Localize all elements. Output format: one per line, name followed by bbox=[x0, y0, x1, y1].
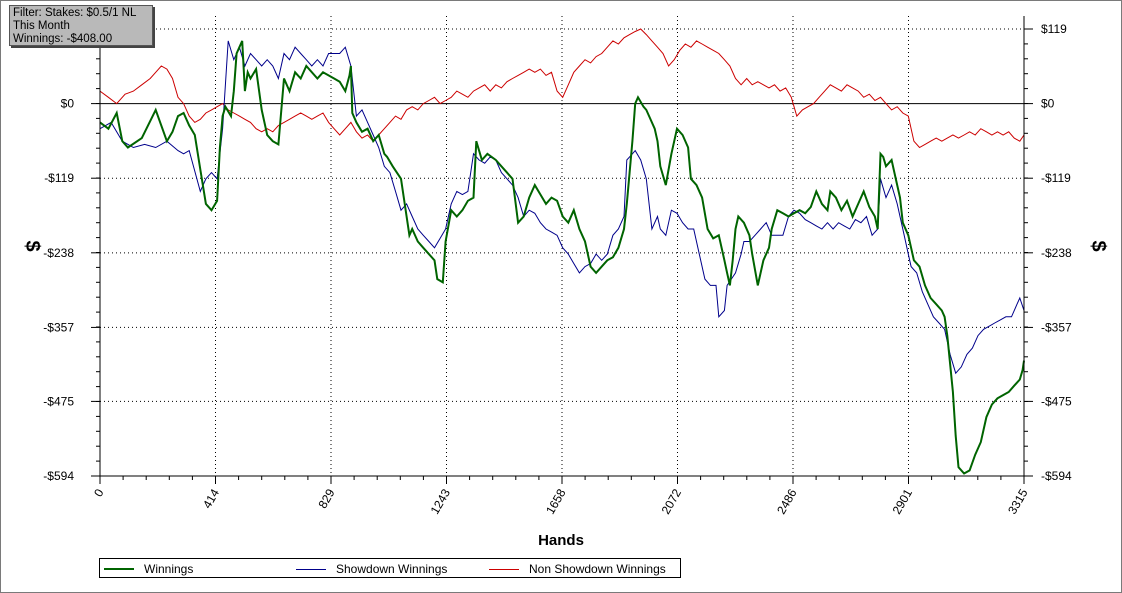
filter-info-box: Filter: Stakes: $0.5/1 NL This Month Win… bbox=[9, 5, 153, 46]
y-tick-label-right: -$475 bbox=[1041, 394, 1072, 408]
legend-swatch-winnings bbox=[104, 568, 134, 570]
legend-label-showdown: Showdown Winnings bbox=[336, 562, 448, 576]
legend-label-non-showdown: Non Showdown Winnings bbox=[529, 562, 666, 576]
legend-item-showdown: Showdown Winnings bbox=[296, 561, 447, 577]
x-tick-label: 829 bbox=[315, 486, 337, 511]
legend-item-non-showdown: Non Showdown Winnings bbox=[489, 561, 666, 577]
y-tick-label-right: $0 bbox=[1041, 97, 1055, 111]
y-tick-label-left: -$357 bbox=[43, 320, 74, 334]
x-tick-label: 1658 bbox=[543, 486, 569, 516]
x-tick-label: 2486 bbox=[774, 486, 800, 516]
y-tick-label-right: $119 bbox=[1041, 22, 1067, 36]
x-tick-label: 2072 bbox=[659, 486, 685, 516]
x-tick-label: 1243 bbox=[428, 486, 454, 516]
legend-label-winnings: Winnings bbox=[144, 562, 194, 576]
series-non-showdown-line bbox=[99, 28, 1025, 149]
legend-swatch-non-showdown bbox=[489, 568, 519, 570]
legend-item-winnings: Winnings bbox=[104, 561, 193, 577]
series-lines bbox=[99, 28, 1025, 475]
y-axis-title-right: $ bbox=[1087, 240, 1109, 251]
x-tick-label: 2901 bbox=[890, 486, 916, 516]
filter-winnings-text: Winnings: -$408.00 bbox=[13, 33, 113, 45]
legend-swatch-showdown bbox=[296, 568, 326, 570]
x-tick-label: 414 bbox=[200, 486, 222, 511]
filter-stakes-text: Filter: Stakes: $0.5/1 NL bbox=[13, 7, 137, 19]
y-tick-label-right: -$357 bbox=[1041, 320, 1072, 334]
y-tick-label-left: $0 bbox=[61, 97, 75, 111]
y-tick-label-left: -$238 bbox=[43, 246, 74, 260]
x-axis-title: Hands bbox=[538, 532, 584, 549]
y-tick-label-right: -$594 bbox=[1041, 469, 1072, 483]
y-tick-label-left: -$594 bbox=[43, 469, 74, 483]
y-tick-label-right: -$238 bbox=[1041, 246, 1072, 260]
y-tick-label-right: -$119 bbox=[1041, 171, 1071, 185]
x-tick-label: 3315 bbox=[1005, 486, 1031, 516]
series-winnings-line bbox=[99, 40, 1025, 475]
x-tick-label: 0 bbox=[91, 486, 107, 499]
y-tick-label-left: -$119 bbox=[44, 171, 74, 185]
y-tick-label-left: -$475 bbox=[43, 394, 74, 408]
legend: Winnings Showdown Winnings Non Showdown … bbox=[99, 558, 681, 578]
filter-period-text: This Month bbox=[13, 20, 70, 32]
y-axis-title-left: $ bbox=[21, 240, 43, 251]
